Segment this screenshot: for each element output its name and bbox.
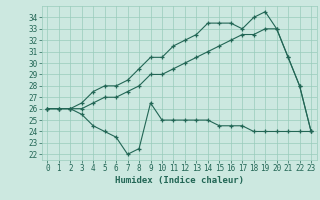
X-axis label: Humidex (Indice chaleur): Humidex (Indice chaleur)	[115, 176, 244, 185]
